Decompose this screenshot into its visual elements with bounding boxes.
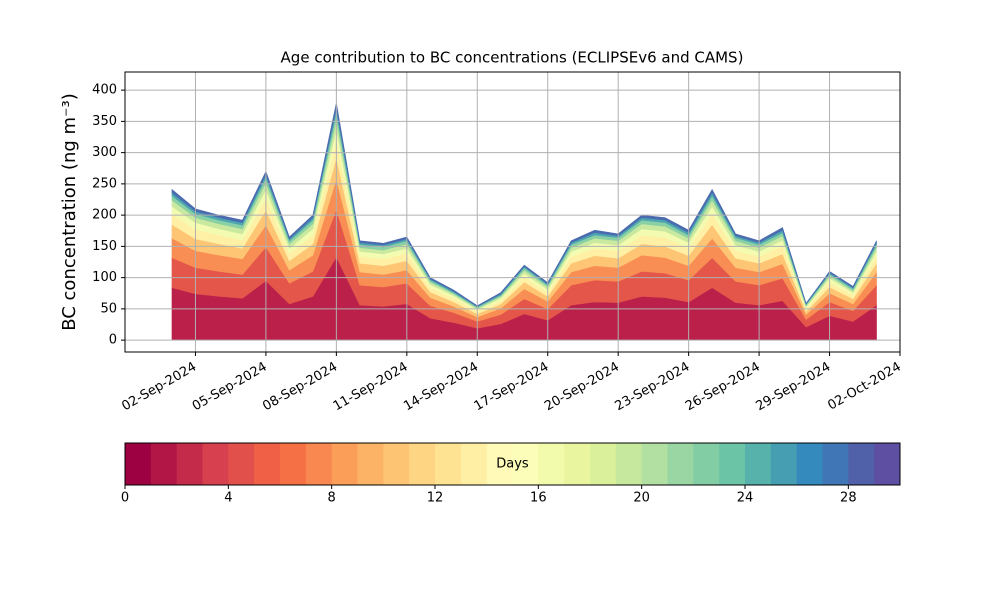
x-tick-label: 05-Sep-2024 <box>190 360 270 415</box>
colorbar-swatch <box>874 443 901 485</box>
colorbar-swatch <box>254 443 281 485</box>
colorbar-swatch <box>150 443 178 485</box>
x-tick-label: 17-Sep-2024 <box>472 360 552 415</box>
colorbar-swatch <box>280 443 307 485</box>
x-tick-label: 23-Sep-2024 <box>613 360 693 415</box>
colorbar-swatch <box>512 443 539 485</box>
colorbar-swatch <box>822 443 849 485</box>
colorbar-swatch <box>202 443 229 485</box>
colorbar-tick-label: 0 <box>121 491 129 506</box>
area-band <box>171 102 877 307</box>
y-tick-label: 350 <box>92 114 117 129</box>
colorbar-tick-label: 24 <box>737 491 754 506</box>
y-tick-label: 0 <box>109 333 117 348</box>
colorbar-swatch <box>641 443 668 485</box>
colorbar-swatch <box>770 443 798 485</box>
colorbar-swatch <box>667 443 694 485</box>
x-tick-label: 02-Sep-2024 <box>119 360 199 415</box>
colorbar-swatch <box>460 443 488 485</box>
colorbar-tick-label: 28 <box>840 491 857 506</box>
x-tick-label: 20-Sep-2024 <box>542 360 622 415</box>
x-tick-label: 08-Sep-2024 <box>260 360 340 415</box>
colorbar-swatch <box>693 443 720 485</box>
colorbar-tick-label: 20 <box>633 491 650 506</box>
colorbar-swatch <box>176 443 203 485</box>
colorbar-swatch <box>357 443 384 485</box>
colorbar-tick-label: 8 <box>328 491 336 506</box>
colorbar-swatch <box>564 443 591 485</box>
colorbar-swatch <box>486 443 513 485</box>
colorbar-swatch <box>125 443 152 485</box>
x-tick-label: 26-Sep-2024 <box>683 360 763 415</box>
y-tick-label: 50 <box>100 301 117 316</box>
colorbar-swatch <box>305 443 333 485</box>
colorbar-swatch <box>848 443 875 485</box>
y-tick-label: 150 <box>92 239 117 254</box>
colorbar-swatch <box>383 443 410 485</box>
x-tick-label: 11-Sep-2024 <box>331 360 411 415</box>
y-tick-label: 300 <box>92 145 117 160</box>
colorbar-swatch <box>331 443 358 485</box>
colorbar-tick-label: 4 <box>224 491 232 506</box>
y-tick-label: 250 <box>92 176 117 191</box>
colorbar-tick-label: 12 <box>427 491 444 506</box>
y-tick-label: 200 <box>92 208 117 223</box>
colorbar-label: Days <box>496 457 529 472</box>
chart-title: Age contribution to BC concentrations (E… <box>281 49 744 67</box>
colorbar-swatch <box>745 443 772 485</box>
y-tick-label: 100 <box>92 270 117 285</box>
y-tick-label: 400 <box>92 83 117 98</box>
colorbar-swatch <box>590 443 617 485</box>
colorbar-frame <box>124 442 901 486</box>
colorbar-swatch <box>435 443 462 485</box>
colorbar-swatch <box>228 443 255 485</box>
plot-frame <box>124 71 901 353</box>
x-tick-label: 14-Sep-2024 <box>401 360 481 415</box>
x-tick-label: 29-Sep-2024 <box>753 360 833 415</box>
colorbar-swatch <box>615 443 643 485</box>
colorbar-swatch <box>409 443 436 485</box>
colorbar-swatch <box>719 443 746 485</box>
x-tick-label: 02-Oct-2024 <box>825 360 903 414</box>
colorbar-swatch <box>538 443 565 485</box>
colorbar-swatch <box>796 443 823 485</box>
y-axis-label: BC concentration (ng m⁻³) <box>59 93 80 331</box>
colorbar-tick-label: 16 <box>530 491 547 506</box>
